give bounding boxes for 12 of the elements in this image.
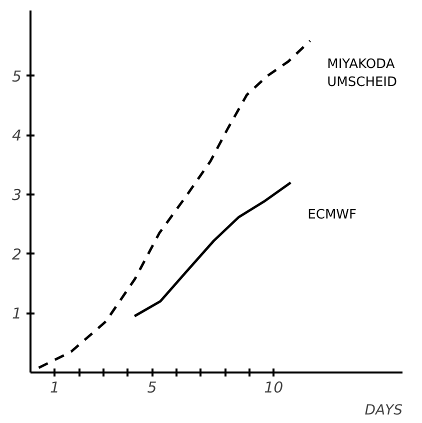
series-label: MIYAKODA UMSCHEID — [327, 56, 398, 90]
y-tick-label: 3 — [12, 186, 22, 204]
y-tick-label: 2 — [12, 245, 22, 264]
y-tick-label: 4 — [12, 126, 22, 145]
x-tick-label: 10 — [264, 378, 284, 396]
y-tick-label: 5 — [12, 67, 22, 86]
x-tick-label: 1 — [50, 378, 60, 396]
x-axis-title: DAYS — [364, 402, 403, 418]
y-tick-label: 1 — [12, 304, 22, 323]
line-series — [133, 181, 292, 318]
text: ECMWF — [308, 208, 357, 223]
x-tick-label: 5 — [147, 378, 157, 396]
